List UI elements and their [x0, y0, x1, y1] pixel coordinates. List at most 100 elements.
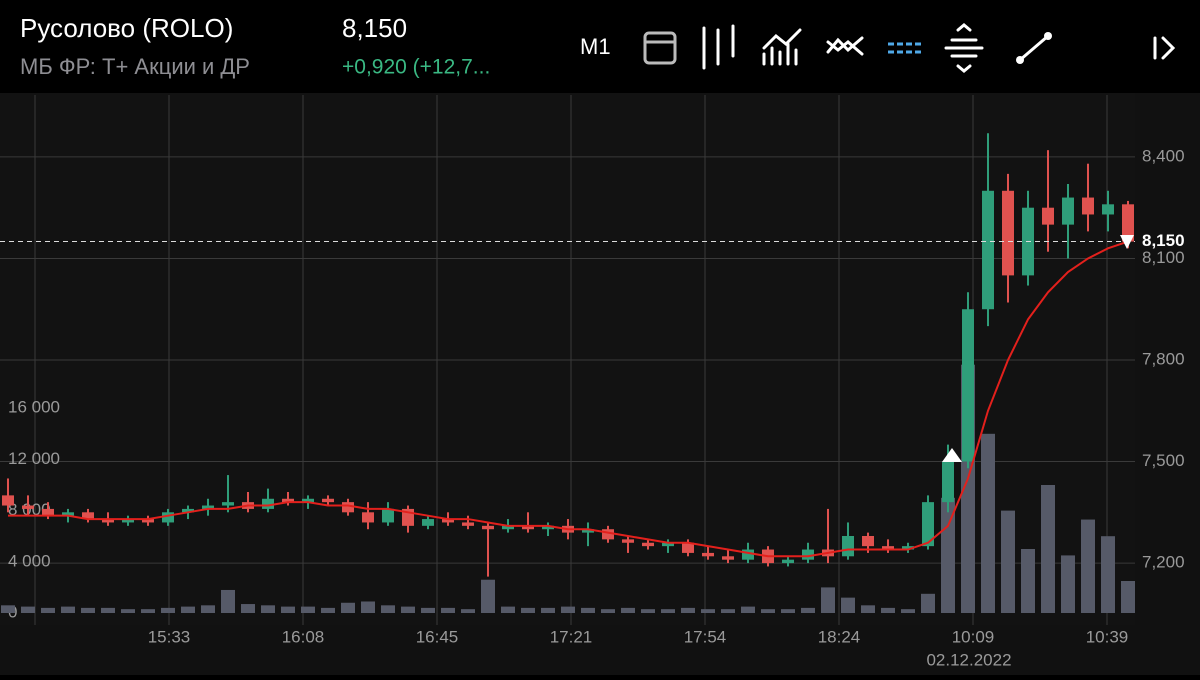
toolbar[interactable] — [643, 23, 1176, 73]
volume-bar — [501, 606, 515, 613]
volume-bar — [1081, 519, 1095, 613]
candle-body — [682, 542, 694, 553]
compare-icon[interactable] — [826, 36, 864, 56]
candle-body — [262, 498, 274, 509]
candle-body — [582, 529, 594, 533]
date-label: 02.12.2022 — [926, 650, 1011, 669]
volume-bar — [281, 606, 295, 613]
x-tick-label: 16:45 — [416, 627, 459, 646]
candle-body — [502, 525, 514, 530]
volume-bar — [221, 589, 235, 613]
exchange: МБ ФР: Т+ Акции и ДР — [20, 54, 250, 79]
volume-bar — [61, 606, 75, 613]
volume-bar — [701, 609, 715, 613]
candle-body — [102, 519, 114, 523]
volume-bar — [941, 497, 955, 613]
volume-bar — [581, 607, 595, 613]
volume-bar — [181, 606, 195, 613]
draw-icon[interactable] — [1018, 34, 1050, 62]
y-tick-label: 8,400 — [1142, 146, 1185, 165]
timeframe[interactable]: M1 — [580, 34, 611, 59]
volume-bar — [1121, 581, 1135, 613]
volume-bar — [481, 579, 495, 613]
moving-average — [8, 240, 1129, 558]
candle-body — [382, 508, 394, 523]
last-price-label: 8,150 — [1142, 231, 1185, 250]
x-tick-label: 17:21 — [550, 627, 593, 646]
volume-bar — [641, 609, 655, 613]
change: +0,920 (+12,7... — [342, 56, 490, 79]
volume-bar — [401, 606, 415, 613]
spread-icon[interactable] — [944, 23, 984, 73]
candle-body — [882, 546, 894, 550]
candle-body — [1002, 190, 1014, 276]
candle-body — [902, 546, 914, 550]
volume-bar — [601, 609, 615, 613]
volume-bar — [981, 433, 995, 613]
volume-bar — [921, 593, 935, 613]
candle-body — [702, 552, 714, 557]
volume-bar — [661, 609, 675, 613]
volume-bar — [141, 609, 155, 613]
candle-body — [482, 525, 494, 530]
volume-bar — [681, 607, 695, 613]
volume-bar — [441, 607, 455, 613]
candle-body — [122, 519, 134, 523]
candle-body — [222, 502, 234, 506]
candle-body — [162, 512, 174, 523]
candle-body — [282, 498, 294, 503]
levels-icon[interactable] — [888, 42, 922, 54]
y-tick-label: 7,500 — [1142, 451, 1185, 470]
volume-tick-label: 16 000 — [8, 398, 60, 417]
candle-body — [602, 529, 614, 540]
candle-body — [842, 535, 854, 557]
candle-body — [722, 556, 734, 560]
candle-body — [862, 535, 874, 547]
volume-bar — [461, 609, 475, 613]
candle-body — [742, 549, 754, 560]
x-tick-label: 15:33 — [148, 627, 191, 646]
candle-body — [802, 549, 814, 560]
volume-bar — [541, 607, 555, 613]
draw-icon[interactable] — [1016, 56, 1024, 64]
y-tick-label: 7,800 — [1142, 349, 1185, 368]
candle-body — [982, 190, 994, 310]
candle-body — [2, 495, 14, 506]
x-tick-label: 17:54 — [684, 627, 727, 646]
collapse-icon[interactable] — [1153, 36, 1176, 60]
volume-bar — [341, 602, 355, 613]
volume-bar — [1041, 485, 1055, 613]
candle-body — [342, 502, 354, 513]
candle-body — [662, 542, 674, 547]
candle-body — [1062, 197, 1074, 225]
candle-body — [622, 539, 634, 543]
candle-body — [1122, 204, 1134, 242]
plot-layer: 15:33 16:08 16:45 17:21 17:54 18:24 10:09 10:39… — [0, 95, 1185, 669]
calendar-icon[interactable] — [643, 31, 677, 65]
indicators-icon[interactable] — [762, 28, 802, 66]
volume-bar — [1101, 536, 1115, 613]
volume-bar — [241, 604, 255, 613]
volume-bar — [621, 607, 635, 613]
volume-bar — [161, 607, 175, 613]
header — [0, 0, 1200, 93]
x-tick-label: 10:39 — [1086, 627, 1129, 646]
volume-bar — [521, 607, 535, 613]
candle-body — [142, 519, 154, 523]
x-tick-label: 16:08 — [282, 627, 325, 646]
candle-body — [782, 559, 794, 564]
candle-body — [522, 525, 534, 530]
candles-icon[interactable] — [702, 24, 735, 70]
volume-tick-label: 4 000 — [8, 551, 51, 570]
x-tick-label: 18:24 — [818, 627, 861, 646]
volume-bar — [81, 607, 95, 613]
instrument: Русолово (ROLO) — [20, 13, 233, 43]
volume-bar — [781, 609, 795, 613]
volume-bar — [821, 587, 835, 613]
price: 8,150 — [342, 13, 407, 43]
candle-body — [422, 519, 434, 526]
candle-body — [22, 505, 34, 509]
candle-body — [202, 505, 214, 509]
draw-icon[interactable] — [1044, 32, 1052, 40]
volume-bar — [861, 605, 875, 613]
